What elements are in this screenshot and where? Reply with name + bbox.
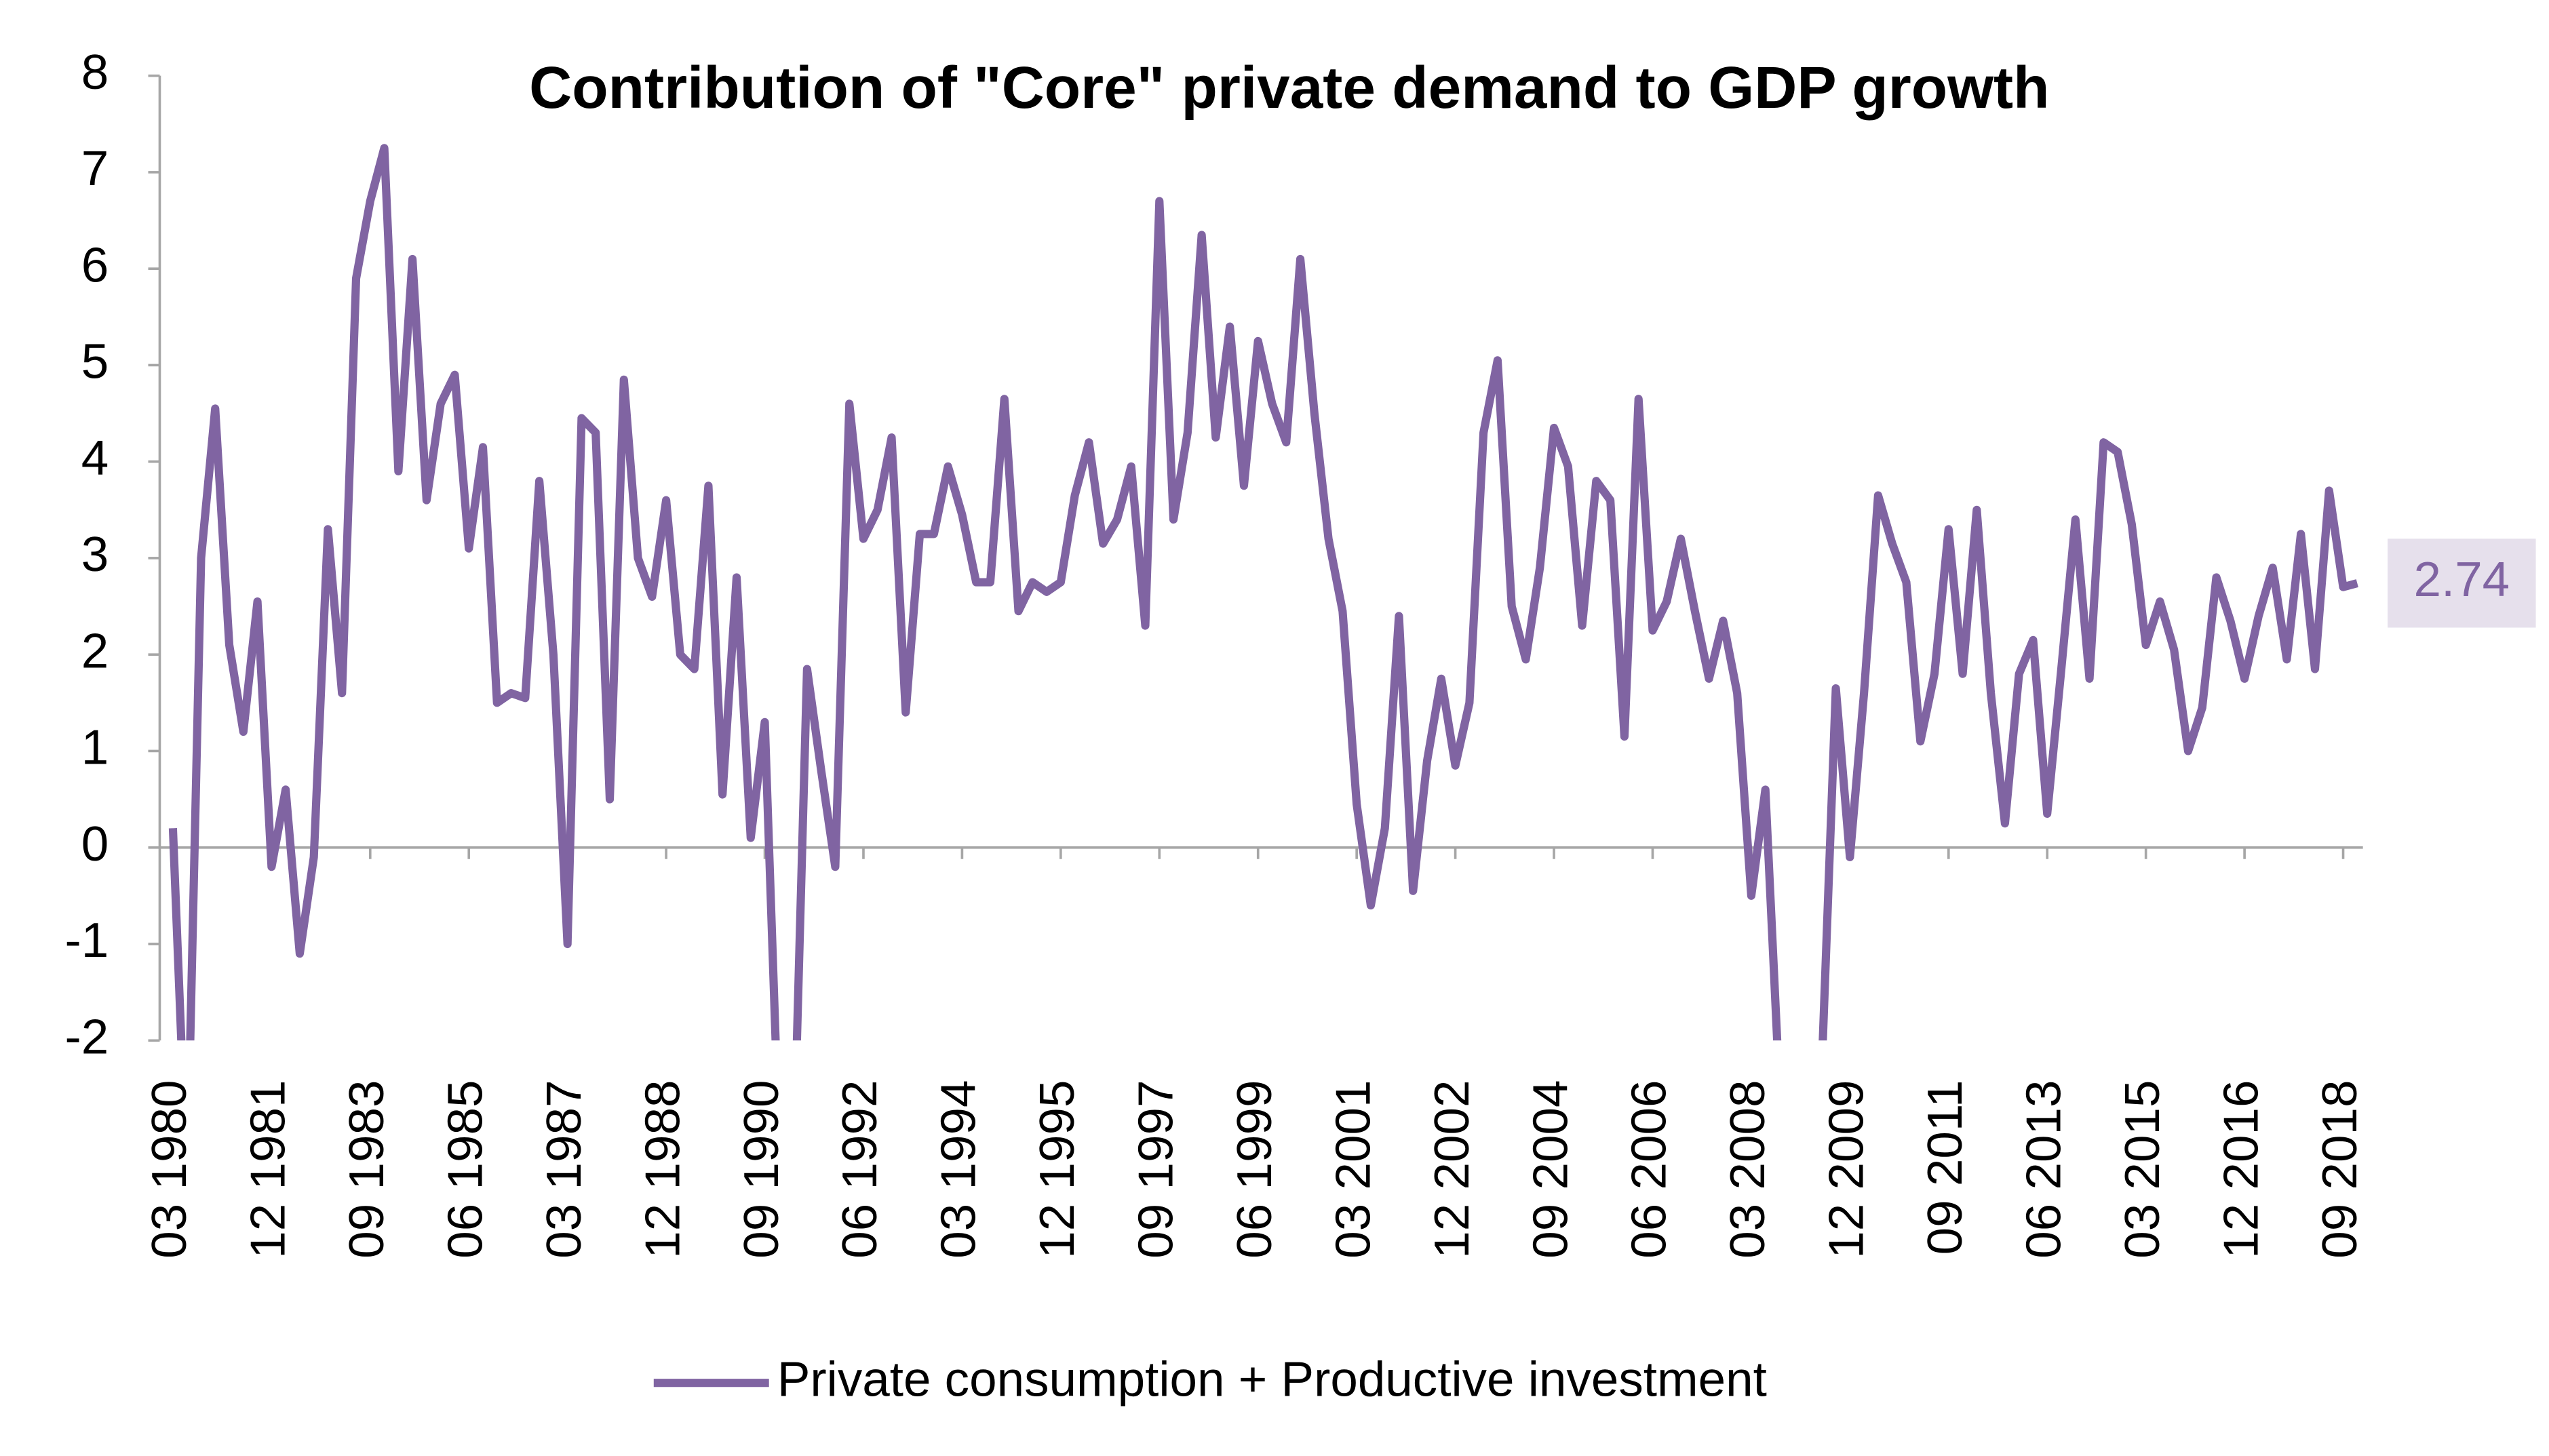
series-line bbox=[168, 144, 2358, 1041]
plot-area bbox=[168, 144, 2358, 1041]
data-label-box bbox=[2388, 538, 2536, 628]
y-tick-label: -1 bbox=[64, 913, 109, 968]
x-tick-label: 06 2006 bbox=[1622, 1080, 1677, 1259]
x-tick-label: 03 2008 bbox=[1720, 1080, 1775, 1259]
x-tick-label: 03 1994 bbox=[931, 1080, 986, 1259]
x-tick-label: 09 2018 bbox=[2312, 1080, 2367, 1259]
y-tick-label: 4 bbox=[81, 431, 109, 486]
x-tick-label: 09 1990 bbox=[734, 1080, 789, 1259]
y-tick-label: 8 bbox=[81, 45, 109, 100]
x-tick-label: 12 1988 bbox=[635, 1080, 690, 1259]
x-tick-label: 12 1981 bbox=[241, 1080, 296, 1259]
x-tick-label: 03 2015 bbox=[2115, 1080, 2170, 1259]
x-tick-label: 06 1985 bbox=[437, 1080, 492, 1259]
x-tick-label: 12 2016 bbox=[2213, 1080, 2268, 1259]
x-tick-label: 03 2001 bbox=[1325, 1080, 1380, 1259]
x-tick-label: 06 2013 bbox=[2016, 1080, 2071, 1259]
y-tick-label: 5 bbox=[81, 334, 109, 389]
x-tick-label: 09 1997 bbox=[1129, 1080, 1184, 1259]
y-tick-label: 2 bbox=[81, 623, 109, 678]
x-tick-label: 12 2009 bbox=[1819, 1080, 1874, 1259]
data-label: 2.74 bbox=[2413, 552, 2510, 607]
x-tick-label: 12 2002 bbox=[1424, 1080, 1479, 1259]
x-tick-label: 09 1983 bbox=[339, 1080, 394, 1259]
x-tick-label: 06 1999 bbox=[1227, 1080, 1282, 1259]
y-tick-label: 6 bbox=[81, 237, 109, 292]
legend-label: Private consumption + Productive investm… bbox=[777, 1352, 1767, 1406]
x-tick-label: 09 2011 bbox=[1918, 1080, 1972, 1255]
x-tick-label: 09 2004 bbox=[1523, 1080, 1578, 1259]
x-tick-label: 06 1992 bbox=[832, 1080, 887, 1259]
x-tick-label: 12 1995 bbox=[1030, 1080, 1085, 1259]
y-tick-label: -2 bbox=[64, 1009, 109, 1064]
x-tick-label: 03 1987 bbox=[537, 1080, 591, 1259]
y-tick-label: 7 bbox=[81, 141, 109, 196]
y-tick-label: 3 bbox=[81, 527, 109, 582]
y-tick-label: 0 bbox=[81, 816, 109, 871]
chart-title: Contribution of "Core" private demand to… bbox=[529, 54, 2049, 121]
x-tick-label: 03 1980 bbox=[142, 1080, 197, 1259]
y-tick-label: 1 bbox=[81, 720, 109, 775]
